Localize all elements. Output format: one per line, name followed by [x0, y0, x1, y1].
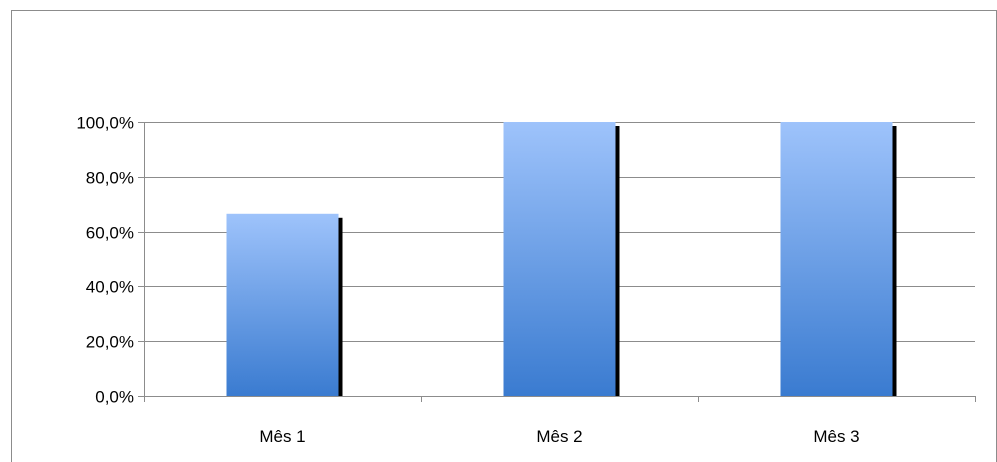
- x-tick-label: Mês 3: [813, 427, 859, 446]
- x-tick-label: Mês 1: [259, 427, 305, 446]
- y-tick-label: 60,0%: [86, 224, 134, 243]
- bars: [226, 122, 897, 396]
- bar-shadow: [615, 126, 620, 396]
- y-tick-label: 0,0%: [95, 388, 134, 407]
- axes: [138, 122, 976, 402]
- x-tick-label: Mês 2: [536, 427, 582, 446]
- bar-shadow: [338, 217, 343, 396]
- bar-1: [226, 213, 339, 396]
- bar-2: [503, 122, 616, 396]
- y-tick-label: 80,0%: [86, 169, 134, 188]
- y-tick-label: 40,0%: [86, 278, 134, 297]
- y-tick-label: 100,0%: [76, 114, 134, 133]
- bar-3: [780, 122, 893, 396]
- bar-shadow: [892, 126, 897, 396]
- labels: 0,0% 20,0% 40,0% 60,0% 80,0% 100,0% Mês 1 Mês 2…: [76, 114, 859, 447]
- y-tick-label: 20,0%: [86, 333, 134, 352]
